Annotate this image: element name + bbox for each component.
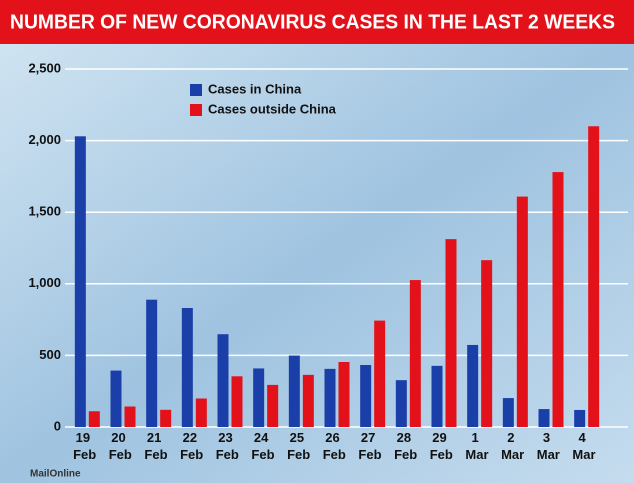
x-tick-label: 20 Feb [105, 430, 132, 462]
y-tick-label: 0 [54, 418, 61, 433]
bar [516, 196, 528, 427]
x-tick-label: 3 Mar [533, 430, 560, 462]
x-tick-label: 29 Feb [426, 430, 453, 462]
x-tick-label: 21 Feb [141, 430, 168, 462]
x-tick-label: 28 Feb [390, 430, 417, 462]
x-tick-label: 25 Feb [283, 430, 310, 462]
bar [288, 355, 300, 427]
bar [574, 409, 586, 427]
y-tick-label: 1,000 [28, 275, 61, 290]
title-bar [0, 0, 634, 44]
bar [217, 334, 229, 427]
y-tick-label: 2,500 [28, 60, 61, 75]
x-tick-label: 27 Feb [355, 430, 382, 462]
legend-swatch [190, 104, 202, 116]
bar [552, 172, 564, 427]
y-tick-label: 500 [39, 347, 61, 362]
source: MailOnline [30, 469, 81, 480]
bar [360, 364, 372, 427]
legend-label: Cases outside China [208, 101, 337, 116]
bar [110, 370, 122, 427]
bar [324, 368, 336, 427]
bar [146, 299, 158, 427]
bar [409, 280, 421, 427]
bar [124, 406, 136, 427]
bar [195, 398, 207, 427]
bar [253, 368, 265, 427]
bar [588, 126, 600, 427]
chart-title: NUMBER OF NEW CORONAVIRUS CASES IN THE L… [10, 11, 615, 33]
y-tick-label: 1,500 [28, 204, 61, 219]
x-tick-label: 4 Mar [569, 430, 596, 462]
bar [431, 365, 443, 427]
bar [338, 361, 350, 427]
bar [181, 308, 193, 427]
legend-swatch [190, 84, 202, 96]
x-tick-label: 24 Feb [248, 430, 275, 462]
x-tick-label: 19 Feb [69, 430, 96, 462]
x-tick-label: 23 Feb [212, 430, 239, 462]
bar [74, 136, 86, 427]
bar [481, 260, 493, 427]
bar [502, 398, 514, 427]
y-tick-label: 2,000 [28, 132, 61, 147]
bar [88, 411, 100, 427]
bar [160, 409, 172, 427]
bar [374, 320, 386, 427]
x-tick-label: 1 Mar [462, 430, 489, 462]
bar [538, 409, 550, 427]
x-tick-label: 26 Feb [319, 430, 346, 462]
bar [267, 384, 279, 427]
bar [302, 374, 314, 427]
bar [467, 344, 479, 427]
bar [395, 380, 407, 427]
background [0, 44, 634, 483]
bar [231, 376, 243, 427]
x-tick-label: 22 Feb [176, 430, 203, 462]
x-tick-label: 2 Mar [497, 430, 524, 462]
bar [445, 239, 457, 427]
legend-label: Cases in China [208, 81, 302, 96]
